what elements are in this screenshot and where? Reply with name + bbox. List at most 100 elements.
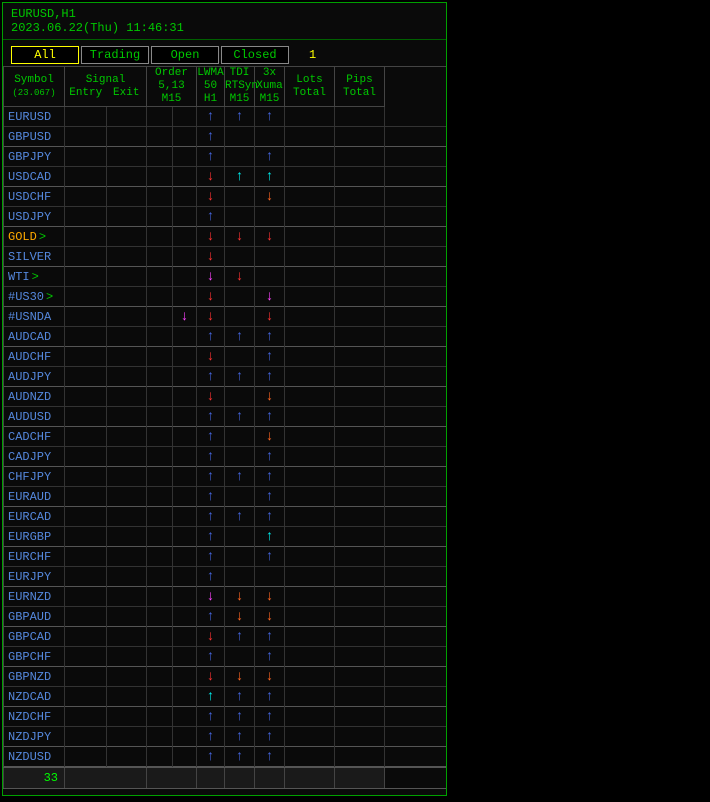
symbol-cell[interactable]: WTI> [3, 267, 65, 287]
symbol-cell[interactable]: USDCAD [3, 167, 65, 187]
tab-closed[interactable]: Closed [221, 46, 289, 64]
symbol-cell[interactable]: EURNZD [3, 587, 65, 607]
table-row[interactable]: CADJPY↑↑ [3, 447, 446, 467]
symbol-cell[interactable]: AUDJPY [3, 367, 65, 387]
table-row[interactable]: USDJPY ↑ [3, 207, 446, 227]
symbol-cell[interactable]: #US30> [3, 287, 65, 307]
symbol-cell[interactable]: GBPCHF [3, 647, 65, 667]
symbol-cell[interactable]: USDJPY [3, 207, 65, 227]
table-row[interactable]: GBPAUD↑↓↓ [3, 607, 446, 627]
order-cell-2 [173, 467, 197, 487]
table-row[interactable]: WTI>↓↓ [3, 267, 446, 287]
exit-cell [107, 127, 147, 147]
table-row[interactable]: USDCHF↓↓ [3, 187, 446, 207]
symbol-cell[interactable]: USDCHF [3, 187, 65, 207]
symbol-cell[interactable]: AUDNZD [3, 387, 65, 407]
arrow-up-icon: ↑ [235, 750, 243, 764]
table-row[interactable]: NZDJPY↑↑↑ [3, 727, 446, 747]
table-row[interactable]: NZDCHF↑↑↑ [3, 707, 446, 727]
lots-cell [285, 747, 335, 767]
order-cell-2 [173, 287, 197, 307]
symbol-cell[interactable]: EURJPY [3, 567, 65, 587]
symbol-cell[interactable]: AUDCAD [3, 327, 65, 347]
table-row[interactable]: SILVER↓ [3, 247, 446, 267]
arrow-up-icon: ↑ [206, 130, 214, 144]
table-row[interactable]: GBPNZD↓↓↓ [3, 667, 446, 687]
tab-open[interactable]: Open [151, 46, 219, 64]
table-row[interactable]: AUDNZD↓↓ [3, 387, 446, 407]
symbol-cell[interactable]: NZDCAD [3, 687, 65, 707]
xuma-cell: ↑ [255, 627, 285, 647]
table-row[interactable]: NZDCAD↑↑↑ [3, 687, 446, 707]
table-row[interactable]: NZDUSD↑↑↑ [3, 747, 446, 767]
exit-cell [107, 367, 147, 387]
symbol-cell[interactable]: GBPNZD [3, 667, 65, 687]
symbol-cell[interactable]: GOLD> [3, 227, 65, 247]
symbol-cell[interactable]: EURAUD [3, 487, 65, 507]
order-cell-2 [173, 367, 197, 387]
symbol-cell[interactable]: EURUSD [3, 107, 65, 127]
table-row[interactable]: GBPUSD ↑ [3, 127, 446, 147]
symbol-cell[interactable]: SILVER [3, 247, 65, 267]
table-row[interactable]: #USNDA↓↓↓ [3, 307, 446, 327]
tab-trading[interactable]: Trading [81, 46, 149, 64]
arrow-down-icon: ↓ [235, 230, 243, 244]
table-row[interactable]: AUDCHF↓↑ [3, 347, 446, 367]
table-row[interactable]: CHFJPY↑↑↑ [3, 467, 446, 487]
lots-cell [285, 387, 335, 407]
table-row[interactable]: EURGBP↑↑ [3, 527, 446, 547]
entry-cell [65, 307, 107, 327]
table-row[interactable]: EURJPY↑ [3, 567, 446, 587]
table-row[interactable]: CADCHF↑↓ [3, 427, 446, 447]
symbol-cell[interactable]: CADJPY [3, 447, 65, 467]
table-row[interactable]: EURNZD↓↓↓ [3, 587, 446, 607]
symbol-cell[interactable]: EURGBP [3, 527, 65, 547]
symbol-cell[interactable]: GBPUSD [3, 127, 65, 147]
symbol-cell[interactable]: NZDCHF [3, 707, 65, 727]
table-row[interactable]: GOLD>↓↓↓ [3, 227, 446, 247]
entry-cell [65, 587, 107, 607]
tdi-cell [225, 487, 255, 507]
symbol-cell[interactable]: CHFJPY [3, 467, 65, 487]
table-row[interactable]: EURCHF↑↑ [3, 547, 446, 567]
symbol-cell[interactable]: GBPJPY [3, 147, 65, 167]
rows-container: EURUSD↑↑↑GBPUSD↑GBPJPY↑↑USDCAD↓↑↑USDCHF↓… [3, 107, 446, 767]
symbol-cell[interactable]: NZDUSD [3, 747, 65, 767]
symbol-cell[interactable]: EURCHF [3, 547, 65, 567]
table-row[interactable]: EURAUD↑↑ [3, 487, 446, 507]
lwma-cell: ↑ [197, 527, 225, 547]
symbol-cell[interactable]: #USNDA [3, 307, 65, 327]
entry-cell [65, 547, 107, 567]
symbol-cell[interactable]: EURCAD [3, 507, 65, 527]
arrow-up-icon: ↑ [235, 470, 243, 484]
table-row[interactable]: EURUSD↑↑↑ [3, 107, 446, 127]
exit-cell [107, 307, 147, 327]
entry-cell [65, 287, 107, 307]
table-row[interactable]: EURCAD↑↑↑ [3, 507, 446, 527]
symbol-cell[interactable]: NZDJPY [3, 727, 65, 747]
table-row[interactable]: GBPCAD↓↑↑ [3, 627, 446, 647]
symbol-cell[interactable]: AUDUSD [3, 407, 65, 427]
symbol-cell[interactable]: CADCHF [3, 427, 65, 447]
table-row[interactable]: GBPJPY↑↑ [3, 147, 446, 167]
order-cell-2 [173, 127, 197, 147]
symbol-cell[interactable]: AUDCHF [3, 347, 65, 367]
col-tdi: TDI RTSyn M15 [225, 67, 255, 107]
table-row[interactable]: #US30>↓↓ [3, 287, 446, 307]
symbol-cell[interactable]: GBPAUD [3, 607, 65, 627]
table-row[interactable]: AUDJPY↑↑↑ [3, 367, 446, 387]
lwma-cell: ↑ [197, 207, 225, 227]
pips-cell [335, 247, 385, 267]
arrow-down-icon: ↓ [206, 170, 214, 184]
table-row[interactable]: USDCAD↓↑↑ [3, 167, 446, 187]
order-cell-2 [173, 447, 197, 467]
order-cell-1 [147, 387, 173, 407]
table-row[interactable]: GBPCHF↑↑ [3, 647, 446, 667]
tab-all[interactable]: All [11, 46, 79, 64]
table-row[interactable]: AUDUSD↑↑↑ [3, 407, 446, 427]
symbol-cell[interactable]: GBPCAD [3, 627, 65, 647]
pips-cell [335, 287, 385, 307]
table-row[interactable]: AUDCAD↑↑↑ [3, 327, 446, 347]
pips-cell [335, 427, 385, 447]
arrow-down-icon: ↓ [265, 290, 273, 304]
